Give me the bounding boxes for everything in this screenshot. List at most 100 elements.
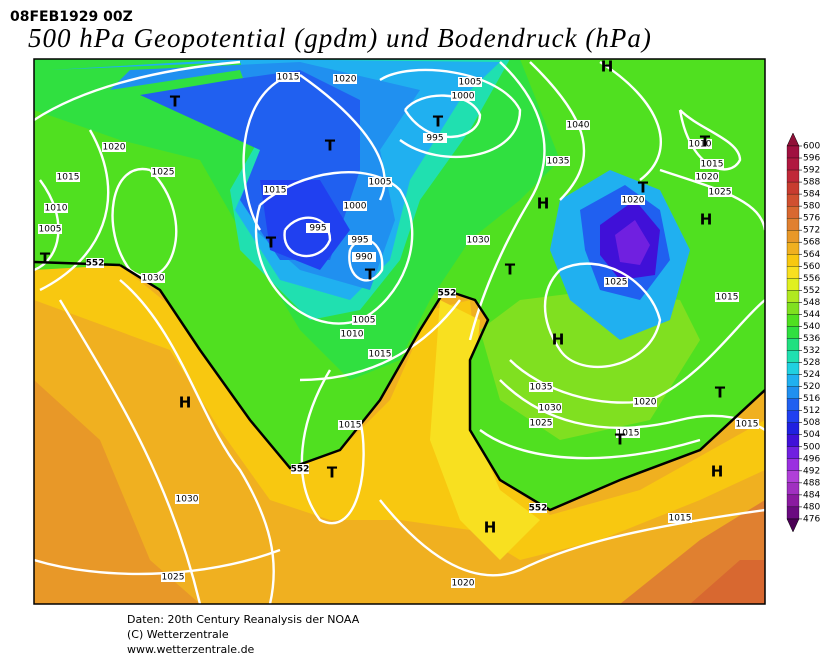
isobar-label: 1015	[339, 421, 362, 431]
isobar-label: 1015	[277, 73, 300, 83]
isobar-label: 1000	[452, 92, 475, 102]
pressure-center: H	[552, 331, 565, 349]
isobar-label-box	[668, 513, 692, 523]
colorbar-swatch	[786, 458, 800, 471]
colorbar-swatch	[786, 205, 800, 219]
colorbar-label: 540	[803, 322, 820, 332]
title: 500 hPa Geopotential (gpdm) und Bodendru…	[28, 23, 652, 53]
isobar-label-box	[352, 315, 376, 325]
colorbar-label: 484	[803, 490, 820, 500]
colorbar-swatch	[786, 314, 800, 327]
isobar-label: 1005	[459, 78, 482, 88]
isobar-label-box	[333, 74, 357, 84]
colorbar-label: 504	[803, 430, 820, 440]
colorbar-label: 516	[803, 394, 820, 404]
isobar-label: 1015	[369, 350, 392, 360]
colorbar-label: 476	[803, 514, 820, 524]
isobar-label: 1015	[716, 293, 739, 303]
pressure-center: T	[715, 384, 726, 402]
colorbar-swatch	[786, 169, 800, 183]
isobar-label-box	[141, 273, 165, 283]
colorbar-label: 492	[803, 466, 820, 476]
colorbar-swatch	[786, 470, 800, 483]
colorbar-swatch	[786, 302, 800, 315]
isobar-label-box	[621, 195, 645, 205]
colorbar-swatch	[786, 434, 800, 447]
isobar-label: 1015	[57, 173, 80, 183]
isobar-label: 1005	[39, 225, 62, 235]
colorbar-label: 592	[803, 166, 820, 176]
pressure-center: T	[325, 137, 336, 155]
isobar-label: 1020	[103, 143, 126, 153]
pressure-center: T	[170, 93, 181, 111]
colorbar-label: 572	[803, 226, 820, 236]
isobar-label: 1005	[369, 178, 392, 188]
isobar-label-box	[368, 177, 392, 187]
colorbar-swatch	[786, 350, 800, 363]
isobar-label-box	[708, 187, 732, 197]
colorbar-top-arrow	[786, 132, 800, 147]
isobar-label: 1020	[334, 75, 357, 85]
colorbar-label: 584	[803, 190, 820, 200]
isobar-label: 990	[355, 253, 372, 263]
isobar-label-box	[44, 203, 68, 213]
colorbar-label: 520	[803, 382, 820, 392]
footer-copyright: (C) Wetterzentrale	[127, 628, 229, 641]
isobar-label-box	[368, 349, 392, 359]
isobar-label-box	[306, 223, 330, 233]
colorbar-swatch	[786, 157, 800, 171]
colorbar-swatch	[786, 422, 800, 435]
isobar-label-box	[263, 185, 287, 195]
colorbar-swatch	[786, 374, 800, 387]
colorbar-label: 552	[803, 286, 820, 296]
pressure-center: H	[484, 519, 497, 537]
height-label-box	[291, 464, 309, 474]
isobar-label-box	[633, 397, 657, 407]
colorbar-swatch	[786, 398, 800, 411]
pressure-center: H	[179, 394, 192, 412]
isobar-label-box	[566, 120, 590, 130]
isobar-label: 1015	[264, 186, 287, 196]
pressure-center: T	[638, 179, 649, 197]
isobar-label: 1015	[701, 160, 724, 170]
colorbar-swatch	[786, 410, 800, 423]
isobar-label: 1030	[467, 236, 490, 246]
footer-source: Daten: 20th Century Reanalysis der NOAA	[127, 613, 360, 626]
isobar-label: 1005	[353, 316, 376, 326]
colorbar-swatch	[786, 181, 800, 195]
colorbar-swatch	[786, 290, 800, 303]
isobar-label: 1020	[622, 196, 645, 206]
isobar-label-box	[348, 235, 372, 245]
isobar-label: 1025	[709, 188, 732, 198]
colorbar-label: 544	[803, 310, 820, 320]
isobar-label-box	[343, 201, 367, 211]
colorbar-label: 532	[803, 346, 820, 356]
isobar-label: 1025	[162, 573, 185, 583]
colorbar-label: 568	[803, 238, 820, 248]
colorbar-swatch	[786, 278, 800, 291]
colorbar-label: 508	[803, 418, 820, 428]
isobar-label-box	[546, 156, 570, 166]
colorbar-label: 576	[803, 214, 820, 224]
colorbar-swatch	[786, 145, 800, 159]
isobar-label: 1020	[634, 398, 657, 408]
isobar-label-box	[604, 277, 628, 287]
isobar-label-box	[423, 133, 447, 143]
isobar-label: 1030	[176, 495, 199, 505]
map	[34, 59, 765, 604]
colorbar-swatch	[786, 506, 800, 520]
isobar-label: 1015	[736, 420, 759, 430]
colorbar-swatch	[786, 482, 800, 496]
isobar-label-box	[338, 420, 362, 430]
height-label-box	[86, 258, 104, 268]
isobar-label: 1000	[344, 202, 367, 212]
colorbar-label: 548	[803, 298, 820, 308]
height-label-box	[438, 288, 456, 298]
isobar-label-box	[340, 329, 364, 339]
isobar-label-box	[276, 72, 300, 82]
colorbar-label: 588	[803, 178, 820, 188]
height-label: 552	[438, 289, 457, 299]
isobar-label-box	[715, 292, 739, 302]
colorbar-label: 528	[803, 358, 820, 368]
